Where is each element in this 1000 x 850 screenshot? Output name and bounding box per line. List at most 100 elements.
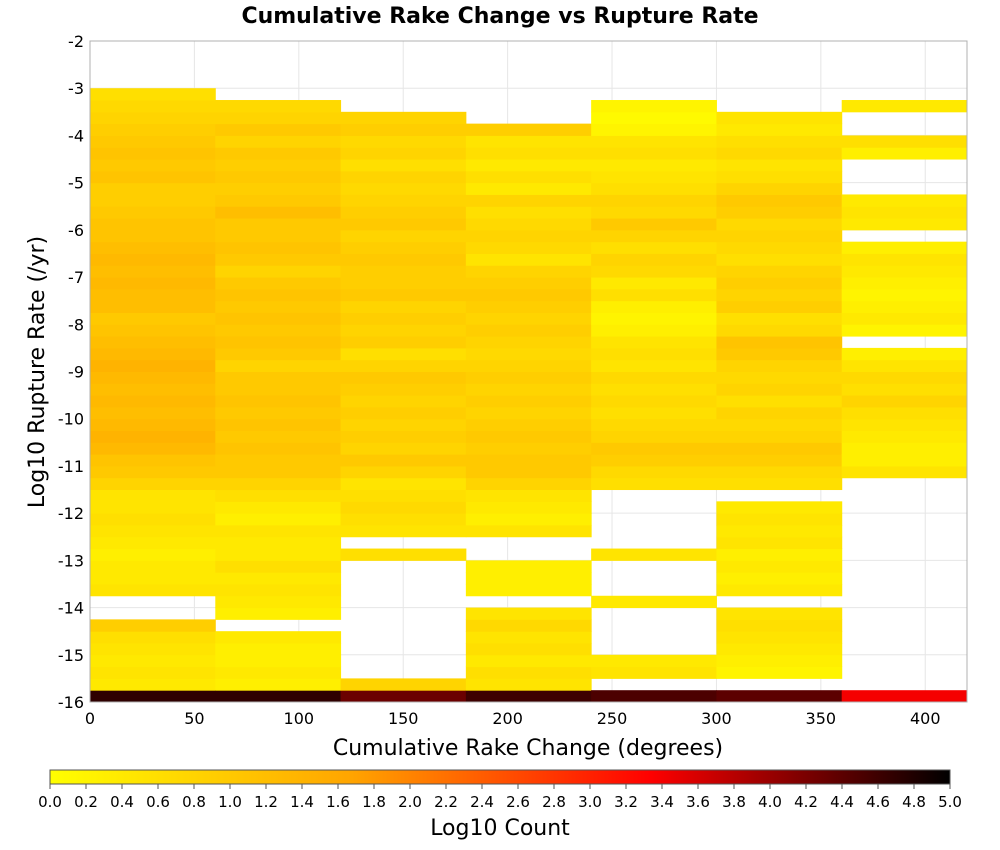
heatmap-cell [215, 524, 342, 538]
heatmap-cell [215, 218, 342, 231]
heatmap-cell [215, 253, 342, 266]
heatmap-cell [90, 560, 216, 573]
heatmap-cell [591, 442, 717, 455]
heatmap-cell [215, 347, 342, 361]
heatmap-cell [340, 690, 467, 703]
colorbar-tick-label: 3.4 [650, 793, 674, 811]
heatmap-cell [90, 229, 216, 243]
heatmap-cell [90, 253, 216, 266]
heatmap-cell [465, 170, 592, 184]
heatmap-cell [90, 241, 216, 254]
heatmap-cell [215, 513, 342, 526]
heatmap-cell [465, 654, 592, 668]
heatmap-cell [716, 111, 843, 125]
heatmap-cell [716, 170, 843, 184]
heatmap-cell [591, 371, 717, 384]
heatmap-cell [716, 347, 843, 361]
colorbar-tick-label: 1.4 [290, 793, 314, 811]
heatmap-cell [215, 501, 342, 514]
y-tick-label: -7 [68, 268, 84, 287]
colorbar-tick-label: 2.2 [434, 793, 458, 811]
heatmap-cell [90, 572, 216, 585]
heatmap-cell [591, 454, 717, 467]
heatmap-cell [465, 253, 592, 266]
heatmap-cell [591, 300, 717, 313]
heatmap-cell [340, 465, 467, 479]
heatmap-cell [465, 430, 592, 443]
heatmap-cell [90, 631, 216, 644]
heatmap-cell [465, 182, 592, 195]
heatmap-cell [90, 100, 216, 113]
heatmap-cell [215, 406, 342, 420]
heatmap-cell [465, 666, 592, 679]
heatmap-cell [716, 395, 843, 408]
heatmap-cell [340, 229, 467, 243]
heatmap-cell [465, 607, 592, 620]
heatmap-cell [90, 347, 216, 361]
heatmap-cell [591, 666, 717, 679]
heatmap-cell [215, 560, 342, 573]
heatmap-cell [591, 277, 717, 290]
heatmap-cell [591, 336, 717, 349]
heatmap-cell [90, 454, 216, 467]
heatmap-cell [716, 194, 843, 207]
heatmap-cell [716, 642, 843, 656]
heatmap-cell [90, 690, 216, 703]
heatmap-cell [465, 572, 592, 585]
heatmap-cell [90, 442, 216, 455]
heatmap-cell [716, 666, 843, 679]
heatmap-cell [591, 465, 717, 479]
heatmap-cell [215, 654, 342, 668]
heatmap-cell [591, 170, 717, 184]
heatmap-cell [215, 147, 342, 160]
colorbar-tick-label: 0.8 [182, 793, 206, 811]
heatmap-cell [591, 395, 717, 408]
heatmap-cell [465, 324, 592, 337]
heatmap-cell [465, 229, 592, 243]
heatmap-cell [90, 159, 216, 172]
heatmap-cell [90, 170, 216, 184]
heatmap-cell [841, 312, 968, 325]
heatmap-cell [465, 147, 592, 160]
heatmap-cell [465, 347, 592, 361]
heatmap-cell [465, 277, 592, 290]
heatmap-cell [215, 206, 342, 219]
heatmap-cell [465, 513, 592, 526]
heatmap-cell [716, 135, 843, 148]
heatmap-cell [215, 572, 342, 585]
heatmap-cell [465, 135, 592, 148]
heatmap-cell [841, 454, 968, 467]
heatmap-cell [90, 501, 216, 514]
heatmap-cell [465, 524, 592, 538]
colorbar-tick-label: 1.2 [254, 793, 278, 811]
colorbar-tick-label: 5.0 [938, 793, 962, 811]
heatmap-cell [716, 383, 843, 396]
y-tick-label: -13 [58, 551, 84, 570]
heatmap-cell [716, 229, 843, 243]
heatmap-cell [716, 182, 843, 195]
heatmap-cell [215, 678, 342, 691]
colorbar-tick-label: 4.8 [902, 793, 926, 811]
x-tick-label: 250 [597, 709, 628, 728]
heatmap-cell [215, 229, 342, 243]
heatmap-cell [215, 288, 342, 302]
heatmap-cell [591, 241, 717, 254]
heatmap-cell [90, 312, 216, 325]
heatmap-cell [716, 583, 843, 597]
heatmap-cell [716, 253, 843, 266]
heatmap-cell [215, 442, 342, 455]
heatmap-cell [591, 147, 717, 160]
heatmap-cell [716, 359, 843, 372]
heatmap-cell [90, 654, 216, 668]
heatmap-cell [716, 123, 843, 136]
colorbar-label: Log10 Count [430, 816, 570, 841]
heatmap-cell [465, 383, 592, 396]
heatmap-cell [215, 536, 342, 550]
heatmap-cell [716, 406, 843, 420]
heatmap-cell [591, 477, 717, 491]
heatmap-cell [716, 371, 843, 384]
x-tick-label: 300 [701, 709, 732, 728]
heatmap-cell [465, 477, 592, 491]
heatmap-cell [465, 300, 592, 313]
